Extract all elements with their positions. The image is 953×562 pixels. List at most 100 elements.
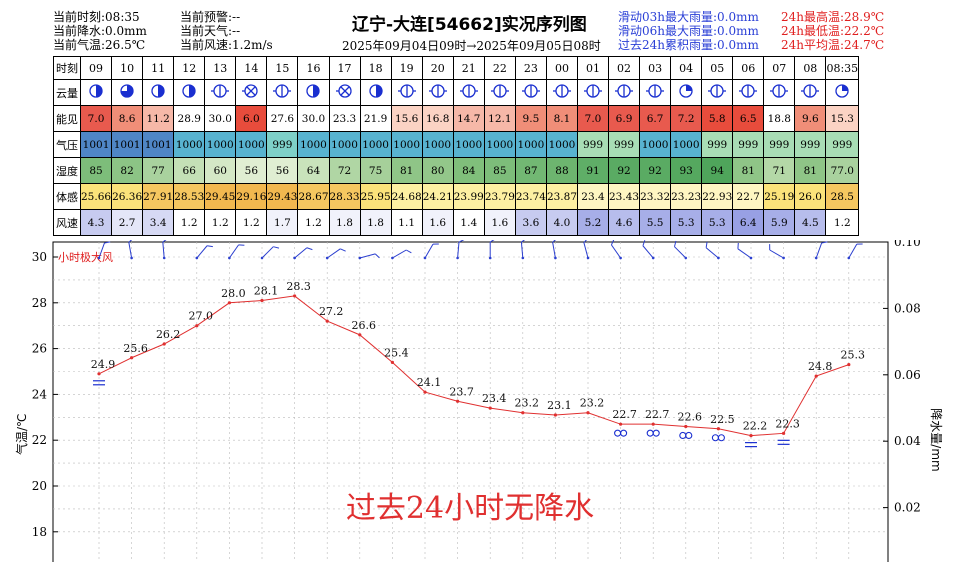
plot-frame: [52, 241, 889, 562]
barred-circle-icon: [490, 84, 509, 98]
visibility-cell: 21.9: [359, 105, 392, 132]
visibility-cell: 16.8: [421, 105, 454, 132]
temperature-point: [684, 424, 688, 429]
hour-cell: 21: [452, 56, 485, 80]
visibility-cell: 7.0: [79, 105, 113, 132]
barred-circle-icon: [646, 84, 665, 98]
row-label-wind-speed: 风速: [53, 209, 81, 236]
temperature-point: [619, 422, 623, 426]
wind-speed-cell: 5.3: [701, 209, 734, 236]
y-tick-label: 20: [32, 479, 47, 493]
cloud-cell: [359, 79, 392, 106]
row-label-feels-like: 体感: [53, 183, 81, 210]
hour-cell: 07: [763, 56, 796, 80]
visibility-cell: 23.3: [328, 105, 361, 132]
feels-like-cell: 24.21: [421, 183, 454, 210]
barred-circle-icon: [801, 84, 820, 98]
humidity-cell: 92: [607, 157, 641, 184]
temperature-data-label: 25.4: [384, 346, 409, 359]
pressure-cell: 1000: [639, 131, 672, 158]
feels-like-cell: 23.23: [670, 183, 703, 210]
wind-speed-cell: 4.3: [79, 209, 113, 236]
humidity-cell: 91: [577, 157, 609, 184]
temperature-data-label: 28.1: [254, 285, 279, 298]
feels-like-cell: 23.4: [577, 183, 609, 210]
temperature-point: [227, 301, 231, 305]
pressure-cell: 999: [577, 131, 609, 158]
humidity-cell: 81: [390, 157, 423, 184]
wind-speed-cell: 1.6: [483, 209, 516, 236]
wind-barb-icon: [552, 240, 558, 260]
obscured-circle-icon: [242, 84, 258, 98]
wind-speed-cell: 1.6: [421, 209, 454, 236]
humidity-cell: 84: [452, 157, 485, 184]
wind-barb-icon: [488, 240, 495, 260]
visibility-cell: 6.9: [607, 105, 641, 132]
visibility-cell: 6.7: [639, 105, 672, 132]
pressure-cell: 1000: [483, 131, 516, 158]
rain-summary: 滑动03h最大雨量:0.0mm 滑动06h最大雨量:0.0mm 过去24h累积雨…: [618, 10, 759, 52]
pressure-cell: 1000: [173, 131, 206, 158]
cloud-cell: [452, 79, 485, 106]
visibility-cell: 28.9: [173, 105, 206, 132]
pressure-cell: 999: [825, 131, 860, 158]
pressure-cell: 999: [794, 131, 827, 158]
quarter-circle-icon: [835, 84, 849, 98]
wind-barb-icon: [674, 240, 688, 260]
pressure-cell: 999: [763, 131, 796, 158]
temperature-point: [521, 411, 525, 415]
temperature-chart: 18 20 22 24 26 28 30 0.02 0.04 0.06 0.08 0.10 气温/℃ 降水…: [14, 240, 943, 562]
hour-cell: 13: [204, 56, 237, 80]
temperature-point: [260, 298, 264, 303]
humidity-cell: 94: [701, 157, 734, 184]
wind-speed-cell: 1.4: [452, 209, 485, 236]
feels-like-cell: 24.68: [390, 183, 423, 210]
cloud-cell: [79, 79, 113, 106]
cloud-cell: [514, 79, 547, 106]
barred-circle-icon: [459, 84, 478, 98]
temperature-data-label: 24.9: [91, 358, 116, 371]
visibility-cell: 7.2: [670, 105, 703, 132]
barred-circle-icon: [770, 84, 789, 98]
current-weather: 当前天气:--: [180, 24, 241, 38]
humidity-cell: 64: [297, 157, 330, 184]
pressure-cell: 999: [732, 131, 765, 158]
row-visibility: 能见 7.0 8.6 11.2 28.9 30.0 6.0 27.6 30.0 23.3 21.9 1…: [53, 105, 860, 132]
wind-barb-icon: [705, 241, 720, 260]
temperature-data-label: 23.1: [547, 399, 572, 412]
current-warning: 当前预警:--: [180, 10, 241, 24]
feels-like-cell: 28.5: [825, 183, 860, 210]
barred-circle-icon: [397, 84, 416, 98]
row-label-hour: 时刻: [53, 56, 81, 80]
current-windspeed: 当前风速:1.2m/s: [180, 38, 273, 52]
current-temp: 当前气温:26.5℃: [53, 38, 146, 52]
wind-speed-cell: 5.2: [577, 209, 609, 236]
wind-barb-icon: [358, 253, 380, 260]
visibility-cell: 18.8: [763, 105, 796, 132]
wind-speed-cell: 1.8: [359, 209, 392, 236]
cloud-cell: [670, 79, 703, 106]
humidity-cell: 60: [204, 157, 237, 184]
feels-like-cell: 25.66: [79, 183, 113, 210]
visibility-cell: 11.2: [142, 105, 175, 132]
half-circle-icon: [306, 84, 321, 98]
y-tick-label: 22: [32, 433, 47, 447]
hour-cell: 02: [607, 56, 641, 80]
pressure-cell: 1001: [111, 131, 144, 158]
cloud-cell: [577, 79, 609, 106]
rain-24h: 过去24h累积雨量:0.0mm: [618, 38, 759, 52]
hour-cell: 14: [235, 56, 268, 80]
wind-speed-cell: 1.2: [825, 209, 860, 236]
page-title: 辽宁-大连[54662]实况序列图: [352, 15, 587, 35]
feels-like-cell: 22.7: [732, 183, 765, 210]
wind-speed-cell: 5.9: [763, 209, 796, 236]
humidity-cell: 66: [173, 157, 206, 184]
cloud-cell: [701, 79, 734, 106]
temperature-data-label: 22.7: [612, 408, 637, 421]
hour-cell: 01: [577, 56, 609, 80]
temperature-data-label: 22.5: [710, 413, 735, 426]
humidity-cell: 56: [235, 157, 268, 184]
feels-like-cell: 29.43: [266, 183, 299, 210]
wind-barb-icon: [325, 248, 346, 260]
y-tick-label: 24: [32, 387, 48, 401]
